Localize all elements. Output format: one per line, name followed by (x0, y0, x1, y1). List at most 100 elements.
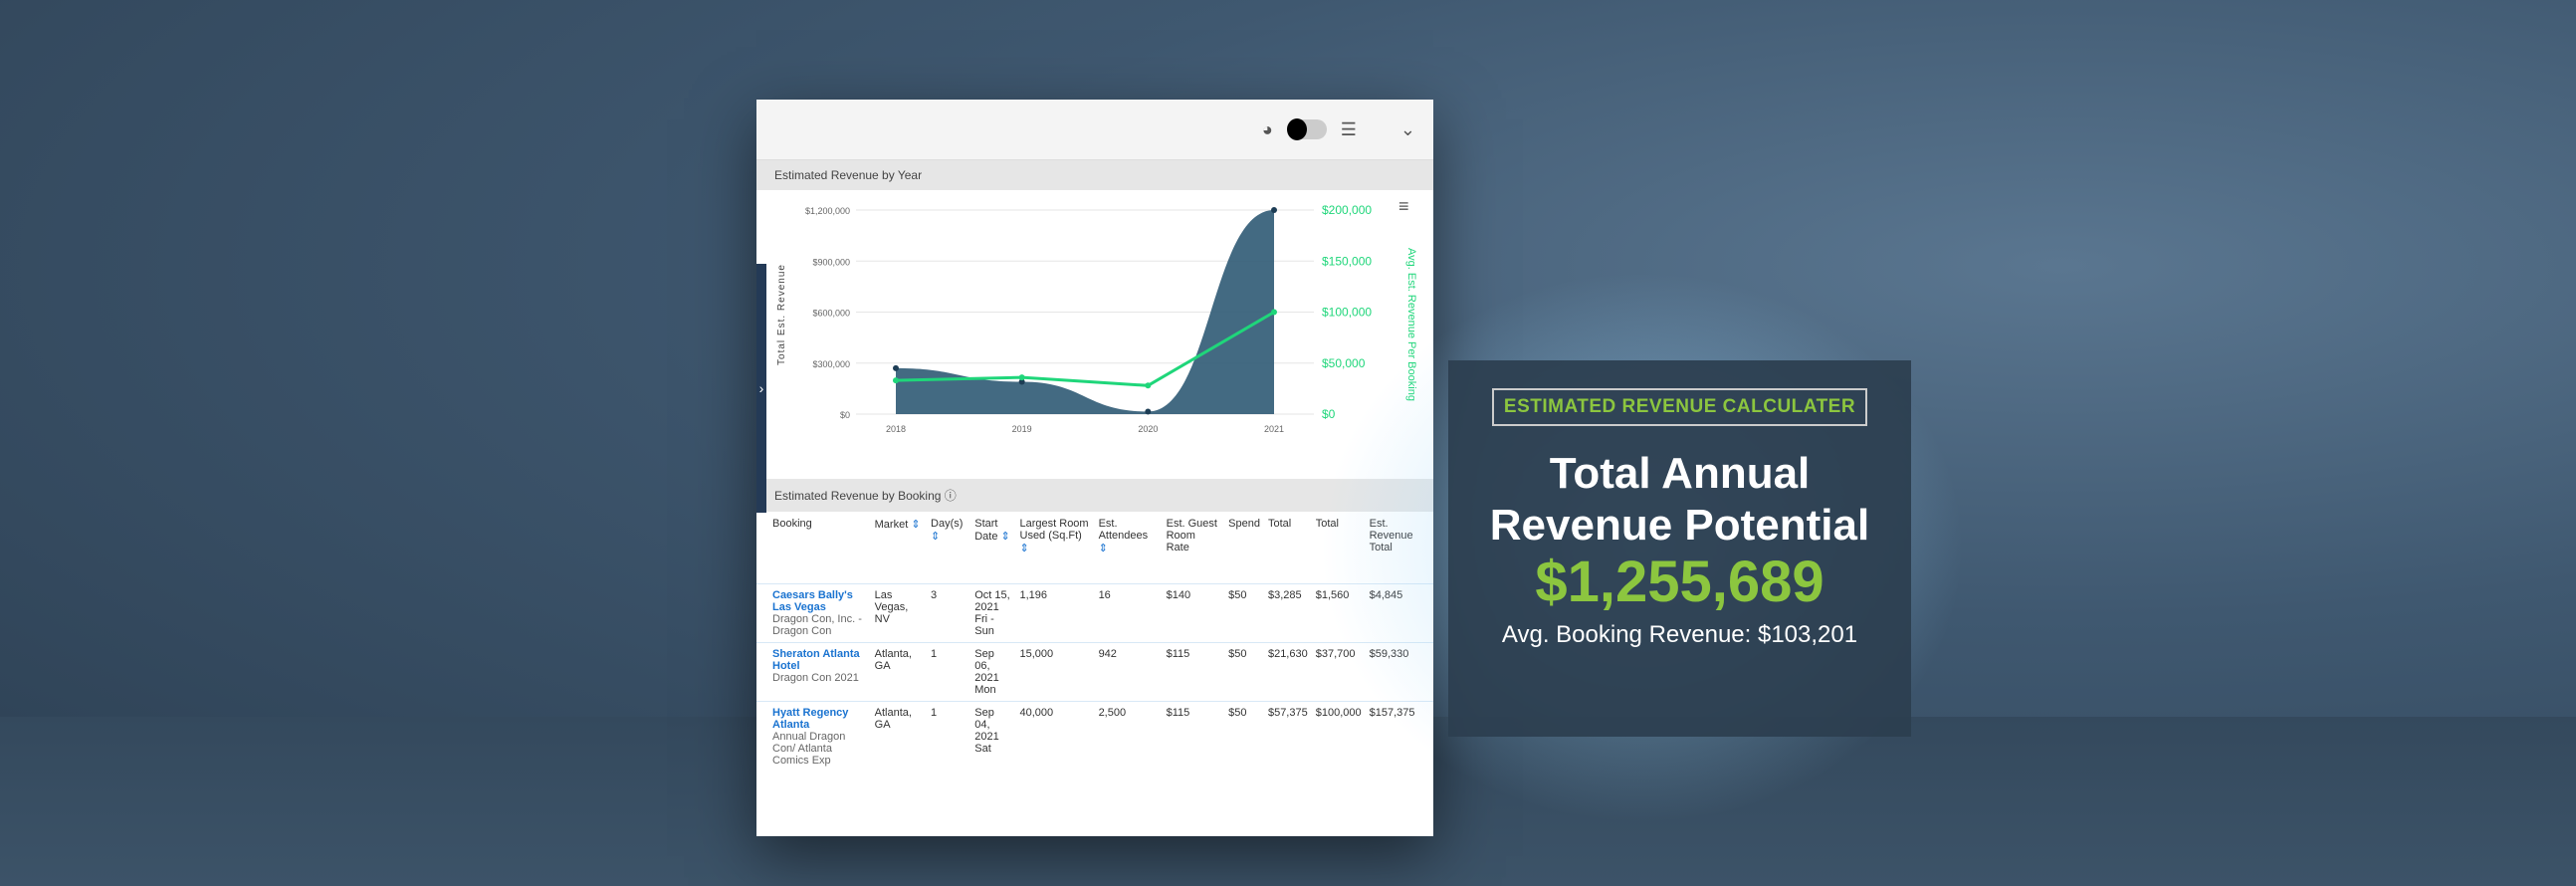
market-cell: Atlanta, GA (870, 642, 928, 702)
c1-cell: $21,630 (1263, 642, 1312, 702)
list-icon[interactable]: ☰ (1340, 118, 1357, 139)
spend-cell: $50 (1224, 583, 1264, 643)
column-header[interactable]: Total (1264, 512, 1312, 584)
headline-line-2: Revenue Potential (1489, 501, 1870, 550)
pie-chart-icon[interactable]: ◕ (1261, 118, 1273, 139)
sort-icon[interactable]: ⇕ (908, 519, 921, 531)
x-tick-label: 2018 (886, 424, 906, 434)
column-header-label: Est. Revenue Total (1369, 518, 1413, 554)
y2-tick-label: $150,000 (1322, 254, 1372, 268)
rate-cell: $115 (1162, 642, 1225, 702)
column-header[interactable]: Est. Attendees ⇕ (1095, 512, 1163, 584)
event-name: Dragon Con 2021 (772, 672, 859, 684)
y2-axis-label: Avg. Est. Revenue Per Booking (1405, 248, 1417, 401)
start-date: Sep 04, 2021 (974, 707, 999, 743)
column-header[interactable]: Spend (1224, 512, 1264, 584)
sort-icon[interactable]: ⇕ (997, 531, 1010, 543)
room-cell: 1,196 (1015, 583, 1095, 643)
days-cell: 3 (927, 583, 971, 643)
table-title: Estimated Revenue by Booking (774, 489, 942, 503)
y2-tick-label: $0 (1322, 407, 1336, 421)
column-header-label: Est. Guest Room Rate (1166, 518, 1217, 554)
venue-link[interactable]: Sheraton Atlanta Hotel (772, 648, 860, 672)
total-cell: $4,845 (1365, 583, 1433, 643)
table-row: Caesars Bally's Las Vegas Dragon Con, Inc… (756, 583, 1433, 643)
room-cell: 15,000 (1015, 642, 1095, 702)
start-date: Oct 15, 2021 (974, 589, 1010, 613)
line-point (1271, 309, 1277, 316)
c1-cell: $3,285 (1263, 583, 1312, 643)
event-name: Annual Dragon Con/ Atlanta Comics Exp (772, 731, 846, 767)
dashboard-panel: ◕ ☰ ⌄ Estimated Revenue by Year $0 $0 $300… (756, 100, 1433, 836)
table-header-row: Booking Market ⇕ Day(s) ⇕ Start Date ⇕ Large… (756, 512, 1433, 584)
sort-icon[interactable]: ⇕ (1019, 543, 1029, 554)
column-header[interactable]: Largest Room Used (Sq.Ft) ⇕ (1016, 512, 1095, 584)
days-cell: 1 (927, 642, 971, 702)
total-cell: $157,375 (1365, 701, 1433, 772)
x-tick-label: 2021 (1264, 424, 1284, 434)
line-point (1145, 382, 1152, 389)
toolbar: ◕ ☰ ⌄ (756, 100, 1433, 160)
headline: Total Annual Revenue Potential (1448, 448, 1911, 552)
event-name: Dragon Con, Inc. - Dragon Con (772, 613, 862, 637)
sort-icon[interactable]: ⇕ (931, 531, 941, 543)
column-header[interactable]: Est. Guest Room Rate (1163, 512, 1225, 584)
dashboard-mockup: ◕ ☰ ⌄ Estimated Revenue by Year $0 $0 $300… (756, 100, 1433, 836)
rate-cell: $115 (1162, 701, 1225, 772)
table-row: Sheraton Atlanta Hotel Dragon Con 2021 Atl… (756, 642, 1433, 702)
column-header[interactable]: Market ⇕ (871, 512, 927, 584)
day-range: Sat (974, 743, 991, 755)
area-point (1271, 207, 1277, 213)
rate-cell: $140 (1162, 583, 1225, 643)
att-cell: 942 (1094, 642, 1163, 702)
y2-tick-label: $50,000 (1322, 356, 1366, 370)
info-icon[interactable]: ⓘ (944, 489, 957, 503)
column-header-label: Largest Room Used (Sq.Ft) (1019, 518, 1089, 542)
avg-booking-revenue: Avg. Booking Revenue: $103,201 (1501, 621, 1858, 648)
column-header[interactable]: Start Date ⇕ (970, 512, 1015, 584)
chevron-down-icon[interactable]: ⌄ (1399, 118, 1415, 139)
column-header-label: Total (1267, 518, 1292, 530)
table-section-title: Estimated Revenue by Booking ⓘ (756, 479, 1433, 512)
venue-link[interactable]: Hyatt Regency Atlanta (772, 707, 849, 731)
line-point (893, 377, 899, 384)
sidebar-expand-handle[interactable]: › (756, 264, 766, 513)
y-tick-label: $1,200,000 (805, 206, 850, 216)
y-axis-label: Total Est. Revenue (776, 264, 787, 365)
column-header[interactable]: Total (1312, 512, 1366, 584)
date-cell: Oct 15, 2021 Fri - Sun (970, 583, 1016, 643)
total-amount: $1,255,689 (1535, 550, 1825, 614)
days-cell: 1 (927, 701, 971, 772)
y2-tick-label: $100,000 (1322, 306, 1372, 320)
area-point (1145, 408, 1152, 415)
column-header[interactable]: Day(s) ⇕ (927, 512, 970, 584)
spend-cell: $50 (1224, 701, 1264, 772)
market-cell: Las Vegas, NV (870, 583, 928, 643)
bookings-table: Booking Market ⇕ Day(s) ⇕ Start Date ⇕ Large… (756, 512, 1433, 772)
y-tick-label: $300,000 (812, 359, 850, 369)
date-cell: Sep 06, 2021 Mon (970, 642, 1016, 702)
calculator-badge: ESTIMATED REVENUE CALCULATER (1491, 388, 1868, 426)
revenue-area (896, 210, 1274, 414)
c2-cell: $1,560 (1311, 583, 1366, 643)
revenue-chart: $0 $0 $300,000 $50,000 $600,000 $100,000 $900,… (756, 190, 1433, 459)
column-header-label: Booking (772, 518, 812, 530)
line-point (1018, 374, 1025, 381)
booking-cell: Caesars Bally's Las Vegas Dragon Con, Inc… (756, 583, 871, 643)
column-header[interactable]: Booking (756, 512, 871, 584)
view-toggle[interactable] (1286, 118, 1327, 140)
room-cell: 40,000 (1015, 701, 1095, 772)
y-tick-label: $600,000 (812, 309, 850, 319)
area-point (893, 364, 899, 371)
chart-section-title: Estimated Revenue by Year (756, 160, 1433, 190)
area-point (1018, 378, 1025, 385)
day-range: Mon (974, 684, 996, 696)
column-header[interactable]: Est. Revenue Total (1366, 512, 1433, 584)
sort-icon[interactable]: ⇕ (1098, 543, 1108, 554)
y-tick-label: $900,000 (812, 257, 850, 267)
att-cell: 16 (1094, 583, 1163, 643)
total-cell: $59,330 (1365, 642, 1433, 702)
day-range: Fri - Sun (974, 613, 994, 637)
venue-link[interactable]: Caesars Bally's Las Vegas (772, 589, 853, 613)
chart-menu-icon[interactable]: ≡ (1398, 196, 1409, 216)
